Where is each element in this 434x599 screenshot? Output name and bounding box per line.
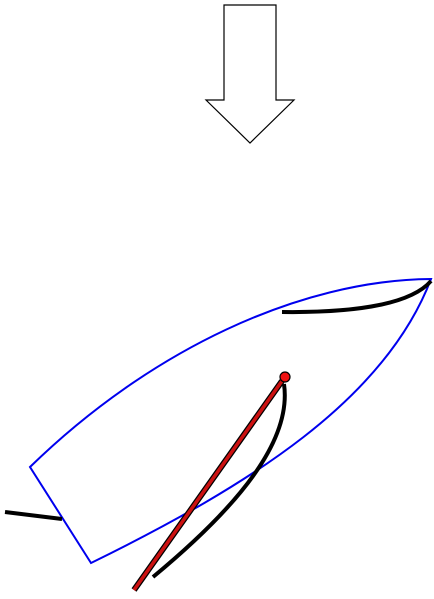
rudder — [4, 510, 63, 521]
hull — [28, 277, 433, 565]
jib — [281, 279, 433, 315]
mainsail — [151, 383, 287, 579]
wind-arrow — [204, 4, 296, 144]
boom — [132, 379, 284, 592]
mast — [279, 371, 291, 383]
